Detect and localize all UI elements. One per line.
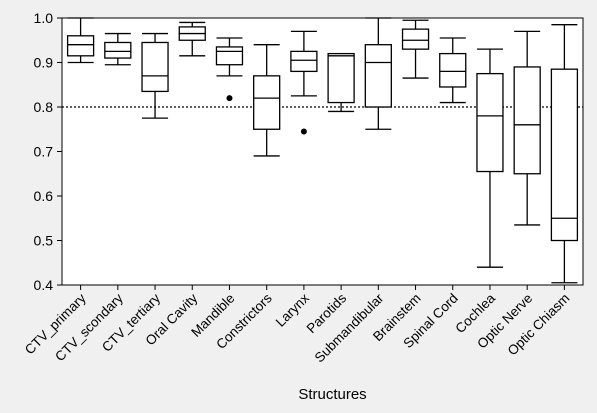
plot-area: [61, 17, 584, 286]
outlier-point: [300, 128, 307, 135]
x-axis: CTV_primaryCTV_scondaryCTV_tertiaryOral …: [22, 285, 573, 365]
box-body: [215, 46, 244, 66]
y-tick-label: 0.8: [34, 99, 54, 115]
y-tick-label: 0.5: [34, 233, 54, 249]
box-plot-constrictors: [253, 44, 281, 157]
box-plot-optic-nerve: [513, 30, 541, 226]
box-body: [439, 52, 467, 88]
box-body: [327, 52, 355, 104]
box-plot-spinal-cord: [439, 37, 467, 104]
box-plot-mandible: [215, 37, 244, 102]
box-series: [66, 17, 579, 284]
x-axis-title: Structures: [298, 386, 366, 403]
y-axis: 0.4 0.5 0.6 0.7 0.8 0.9 1.0: [34, 10, 62, 293]
box-plot-submandibular: [364, 17, 392, 130]
box-plot-parotids: [327, 52, 355, 113]
box-body: [364, 44, 392, 108]
box-body: [401, 28, 430, 50]
y-tick-label: 0.7: [34, 144, 54, 160]
box-plot-ctv-primary: [66, 17, 95, 64]
box-body: [104, 41, 132, 59]
box-plot-brainstem: [401, 19, 430, 79]
box-body: [253, 75, 281, 130]
box-body: [66, 35, 95, 57]
box-body: [290, 50, 318, 73]
y-tick-label: 0.4: [34, 277, 54, 293]
box-plot-optic-chiasm: [550, 24, 579, 284]
box-body: [476, 72, 504, 173]
box-plot-larynx: [290, 30, 318, 135]
y-tick-label: 0.6: [34, 188, 54, 204]
box-body: [513, 66, 541, 175]
box-plot-cochlea: [476, 48, 504, 268]
box-plot-ctv-tertiary: [141, 32, 169, 119]
box-body: [141, 41, 169, 93]
outlier-point: [226, 95, 233, 102]
y-tick-label: 0.9: [34, 55, 54, 71]
box-plot-ctv-scondary: [104, 32, 132, 66]
box-plot-oral-cavity: [178, 21, 206, 57]
y-tick-label: 1.0: [34, 10, 54, 26]
box-body: [550, 68, 579, 242]
